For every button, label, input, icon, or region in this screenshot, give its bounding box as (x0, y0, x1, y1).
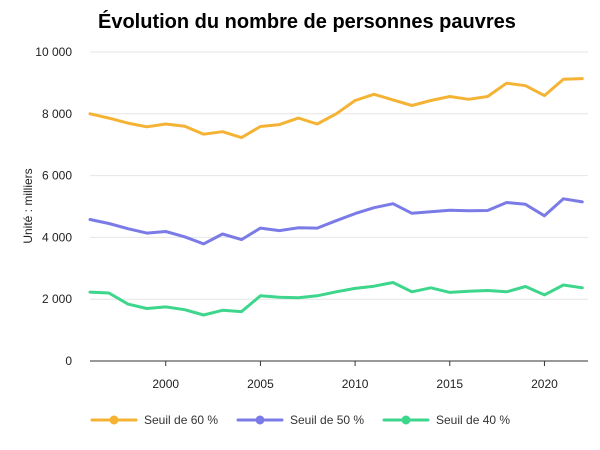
axes: 0 2 000 4 000 6 000 8 000 10 000 2000 2005 2010 2… (35, 45, 588, 391)
series-line-2[interactable] (88, 197, 584, 246)
y-tick-label: 4 000 (42, 230, 72, 244)
series-line-3[interactable] (88, 281, 584, 317)
legend-label: Seuil de 40 % (436, 413, 510, 427)
legend-marker-icon (401, 415, 411, 425)
y-tick-label: 10 000 (35, 45, 72, 59)
series-line-1[interactable] (88, 77, 584, 140)
legend[interactable]: Seuil de 60 % Seuil de 50 % Seuil de 40 % (90, 413, 510, 427)
x-tick-label: 2000 (152, 377, 179, 391)
legend-label: Seuil de 60 % (144, 413, 218, 427)
series-lines (88, 77, 584, 317)
legend-marker-icon (109, 415, 119, 425)
gridlines (90, 51, 588, 300)
y-tick-label: 6 000 (42, 169, 72, 183)
x-tick-label: 2020 (531, 377, 558, 391)
x-tick-label: 2005 (247, 377, 274, 391)
y-tick-label: 0 (65, 354, 72, 368)
chart-title: Évolution du nombre de personnes pauvres (98, 10, 516, 33)
legend-item-1[interactable]: Seuil de 60 % (90, 413, 218, 427)
legend-item-3[interactable]: Seuil de 40 % (382, 413, 510, 427)
legend-item-2[interactable]: Seuil de 50 % (236, 413, 364, 427)
x-tick-label: 2015 (436, 377, 463, 391)
x-tick-label: 2010 (342, 377, 369, 391)
legend-marker-icon (255, 415, 265, 425)
y-tick-label: 2 000 (42, 292, 72, 306)
y-tick-label: 8 000 (42, 107, 72, 121)
y-axis-title: Unité : milliers (21, 168, 35, 243)
legend-label: Seuil de 50 % (290, 413, 364, 427)
